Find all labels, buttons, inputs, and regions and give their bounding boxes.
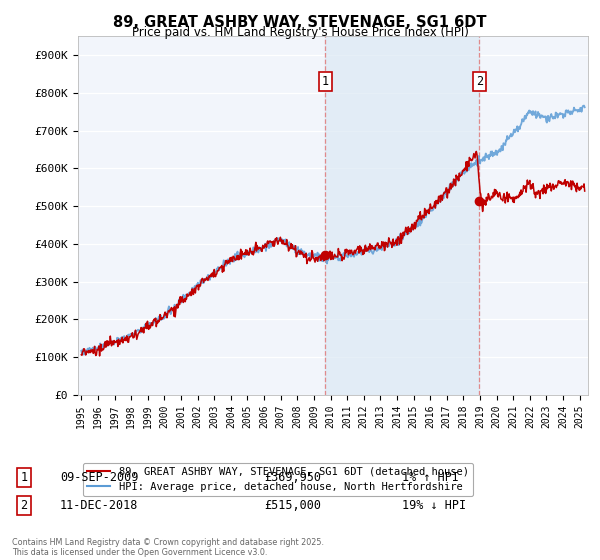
Text: £515,000: £515,000 bbox=[264, 498, 321, 512]
Text: 2: 2 bbox=[20, 498, 28, 512]
Text: 1% ↑ HPI: 1% ↑ HPI bbox=[402, 470, 459, 484]
Text: Price paid vs. HM Land Registry's House Price Index (HPI): Price paid vs. HM Land Registry's House … bbox=[131, 26, 469, 39]
Text: 2: 2 bbox=[476, 75, 483, 88]
Text: 09-SEP-2009: 09-SEP-2009 bbox=[60, 470, 139, 484]
Text: 89, GREAT ASHBY WAY, STEVENAGE, SG1 6DT: 89, GREAT ASHBY WAY, STEVENAGE, SG1 6DT bbox=[113, 15, 487, 30]
Text: Contains HM Land Registry data © Crown copyright and database right 2025.
This d: Contains HM Land Registry data © Crown c… bbox=[12, 538, 324, 557]
Text: 11-DEC-2018: 11-DEC-2018 bbox=[60, 498, 139, 512]
Text: £369,950: £369,950 bbox=[264, 470, 321, 484]
Text: 19% ↓ HPI: 19% ↓ HPI bbox=[402, 498, 466, 512]
Legend: 89, GREAT ASHBY WAY, STEVENAGE, SG1 6DT (detached house), HPI: Average price, de: 89, GREAT ASHBY WAY, STEVENAGE, SG1 6DT … bbox=[83, 463, 473, 496]
Bar bbox=[325, 36, 479, 395]
Text: 1: 1 bbox=[20, 470, 28, 484]
Text: 1: 1 bbox=[322, 75, 329, 88]
